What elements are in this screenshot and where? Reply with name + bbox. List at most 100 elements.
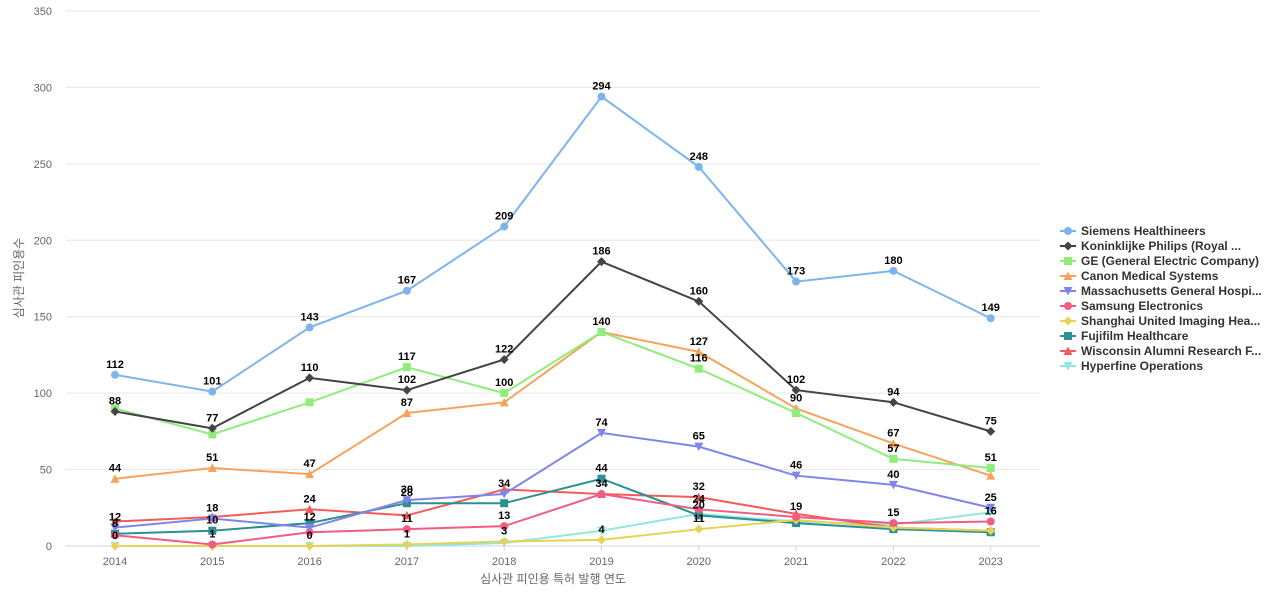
legend-marker[interactable] [1063,346,1073,356]
data-point[interactable] [597,257,606,267]
legend-item[interactable]: Samsung Electronics [1060,299,1203,313]
data-point[interactable] [500,389,509,398]
data-point[interactable] [110,523,120,533]
data-point[interactable] [111,531,119,540]
data-point[interactable] [791,471,801,481]
data-point[interactable] [207,463,217,473]
legend-marker[interactable] [1064,227,1072,235]
data-point[interactable] [499,355,509,365]
data-point[interactable] [694,511,703,520]
data-point[interactable] [500,499,509,508]
data-point[interactable] [986,508,996,517]
data-point[interactable] [499,536,509,546]
data-point[interactable] [694,162,703,171]
data-point[interactable] [597,474,606,483]
data-point[interactable] [305,523,315,533]
data-point[interactable] [305,373,315,383]
series-line[interactable] [114,95,992,393]
data-point[interactable] [694,524,704,534]
legend-marker[interactable] [1063,316,1073,326]
legend-item[interactable]: Canon Medical Systems [1060,269,1219,283]
data-point[interactable] [305,469,315,479]
data-point[interactable] [986,526,996,536]
data-point[interactable] [499,397,509,407]
data-point[interactable] [110,474,120,483]
data-point[interactable] [888,397,898,407]
data-point[interactable] [305,323,314,332]
data-point[interactable] [500,222,509,231]
data-point[interactable] [110,517,120,526]
data-point[interactable] [986,471,996,480]
data-point[interactable] [986,464,995,473]
data-point[interactable] [986,503,996,513]
legend-marker[interactable] [1064,302,1072,310]
data-point[interactable] [305,519,314,528]
data-point[interactable] [597,535,606,545]
legend-item[interactable]: GE (General Electric Company) [1060,254,1259,268]
data-point[interactable] [402,539,412,549]
data-point[interactable] [889,266,898,275]
data-point[interactable] [402,510,412,520]
data-point[interactable] [402,385,412,395]
series-line[interactable] [114,260,991,433]
legend-marker[interactable] [1064,332,1072,340]
data-point[interactable] [207,514,217,523]
data-point[interactable] [305,541,315,551]
data-point[interactable] [694,296,704,306]
data-point[interactable] [499,490,509,499]
data-point[interactable] [694,505,703,514]
data-point[interactable] [207,423,217,433]
data-point[interactable] [694,442,704,452]
data-point[interactable] [208,430,217,439]
data-point[interactable] [597,328,606,336]
data-point[interactable] [500,522,509,531]
legend-item[interactable]: Siemens Healthineers [1060,224,1206,238]
data-point[interactable] [208,387,217,396]
data-point[interactable] [597,92,606,101]
data-point[interactable] [305,398,314,407]
data-point[interactable] [888,480,898,490]
series-line[interactable] [114,431,991,529]
data-point[interactable] [694,347,704,356]
legend-item[interactable]: Fujifilm Healthcare [1060,329,1189,343]
data-point[interactable] [402,408,412,418]
data-point[interactable] [208,526,217,535]
data-point[interactable] [986,426,996,436]
data-point[interactable] [597,428,606,438]
legend-marker[interactable] [1063,271,1073,281]
data-point[interactable] [889,454,898,463]
series-line[interactable] [114,477,991,535]
data-point[interactable] [402,286,411,295]
legend-marker[interactable] [1064,257,1072,265]
series-line[interactable] [115,519,991,547]
data-point[interactable] [694,492,704,502]
data-point[interactable] [402,496,412,505]
data-point[interactable] [694,364,703,373]
legend-item[interactable]: Wisconsin Alumni Research F... [1060,344,1261,358]
data-point[interactable] [792,512,801,521]
data-point[interactable] [792,277,801,286]
series-line[interactable] [114,330,991,470]
data-point[interactable] [305,504,315,514]
data-point[interactable] [986,314,995,323]
data-point[interactable] [986,517,995,526]
data-point[interactable] [597,490,606,499]
data-point[interactable] [111,370,119,379]
data-point[interactable] [110,541,120,551]
data-point[interactable] [889,519,898,528]
legend-item[interactable]: Koninklijke Philips (Royal ... [1060,239,1241,253]
legend-item[interactable]: Massachusetts General Hospi... [1060,284,1262,298]
data-point[interactable] [888,439,898,448]
data-point[interactable] [791,385,801,395]
legend-item[interactable]: Hyperfine Operations [1060,359,1203,373]
legend-marker[interactable] [1063,241,1073,251]
data-point[interactable] [402,525,411,534]
data-point[interactable] [208,540,217,549]
data-point[interactable] [597,526,606,536]
data-point[interactable] [110,406,120,416]
legend-item[interactable]: Shanghai United Imaging Hea... [1060,314,1260,328]
legend-marker[interactable] [1063,362,1073,371]
data-point[interactable] [305,528,314,537]
legend-marker[interactable] [1063,287,1073,296]
series-line[interactable] [114,330,992,480]
